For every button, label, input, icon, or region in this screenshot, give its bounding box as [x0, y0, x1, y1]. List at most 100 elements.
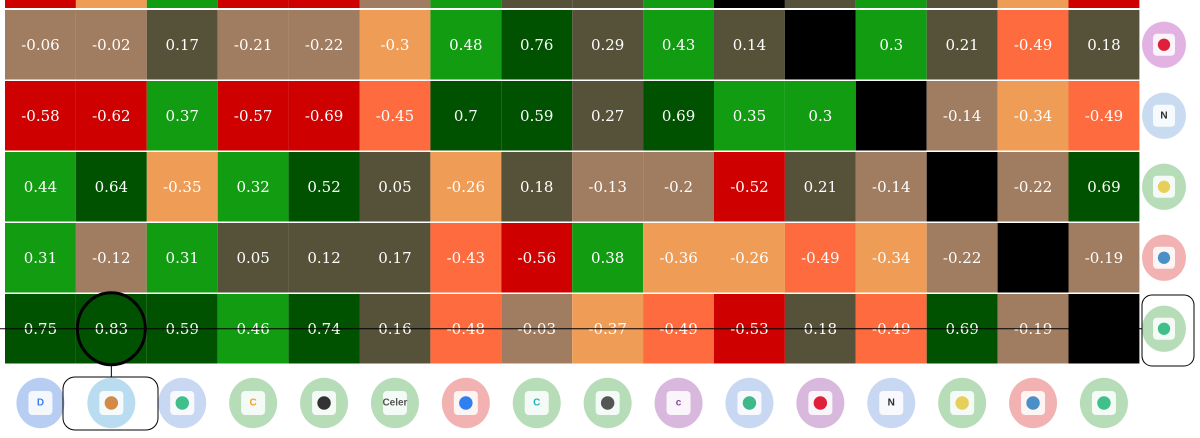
top-strip-cell: [997, 0, 1069, 8]
heatmap-cell: [146, 152, 218, 222]
cell-value-label: -0.2: [664, 178, 693, 196]
cell-value-label: -0.13: [588, 178, 626, 196]
cell-value-label: 0.69: [1087, 178, 1120, 196]
cell-value-label: 0.17: [166, 36, 199, 54]
top-strip-cell: [75, 0, 147, 8]
svg-text:N: N: [1160, 110, 1167, 121]
top-strip-cell: [643, 0, 714, 8]
cell-value-label: 0.29: [591, 36, 624, 54]
cell-value-label: -0.49: [801, 249, 839, 267]
heatmap-cell: [997, 152, 1069, 222]
heatmap-cell: [359, 81, 431, 151]
green-orb-icon: [725, 377, 774, 429]
cell-value-label: -0.14: [872, 178, 910, 196]
cell-value-label: 0.18: [520, 178, 553, 196]
highlight-row-icon-box: [1141, 294, 1195, 367]
heatmap-cell: [714, 152, 785, 222]
cell-value-label: 0.31: [166, 249, 199, 267]
heatmap-cell: [572, 10, 644, 80]
cell-value-label: -0.21: [234, 36, 272, 54]
heatmap-cell: [1068, 81, 1140, 151]
cell-value-label: -0.22: [1014, 178, 1052, 196]
heatmap-cell: [217, 152, 289, 222]
heatmap-cell: [501, 223, 573, 293]
top-strip-cell: [217, 0, 289, 8]
heatmap-cell: [643, 81, 714, 151]
heatmap-cell: [5, 10, 76, 80]
cell-value-label: 0.52: [307, 178, 340, 196]
orange-c-icon: C: [229, 377, 278, 429]
heatmap-cell: [572, 152, 644, 222]
nervos-icon: N: [1142, 92, 1186, 139]
heatmap-cell: [217, 81, 289, 151]
cell-value-label: -0.45: [376, 107, 414, 125]
cell-value-label: 0.48: [449, 36, 482, 54]
green-stripes-icon: [158, 377, 207, 429]
heatmap-cell: [430, 10, 502, 80]
heatmap-cell: [75, 81, 147, 151]
cell-value-label: -0.62: [92, 107, 130, 125]
heatmap-cell: [1068, 152, 1140, 222]
cell-value-label: 0.12: [307, 249, 340, 267]
cell-value-label: 0.69: [662, 107, 695, 125]
heatmap-cell: [643, 223, 714, 293]
heatmap-cell: [714, 81, 785, 151]
heatmap-cell: [784, 152, 856, 222]
cell-value-label: -0.56: [518, 249, 556, 267]
cell-value-label: -0.26: [447, 178, 485, 196]
heatmap-cell: [784, 223, 856, 293]
heatmap-cell: [146, 81, 218, 151]
tron-icon: [796, 377, 845, 429]
cell-value-label: -0.35: [163, 178, 201, 196]
cell-value-label: 0.31: [24, 249, 57, 267]
heatmap-cell: [288, 152, 360, 222]
heatmap-cell: [926, 81, 998, 151]
cell-value-label: -0.34: [872, 249, 910, 267]
heatmap-cell: [997, 81, 1069, 151]
cell-value-label: -0.14: [943, 107, 981, 125]
svg-text:C: C: [250, 398, 257, 409]
heatmap-cell: [855, 152, 927, 222]
nervos-icon: N: [867, 377, 916, 429]
cell-value-label: 0.32: [236, 178, 269, 196]
heatmap-cell: [1068, 223, 1140, 293]
top-strip-cell: [146, 0, 218, 8]
cell-value-label: 0.59: [520, 107, 553, 125]
top-strip-cell: [430, 0, 502, 8]
cell-value-label: -0.43: [447, 249, 485, 267]
highlight-overlay: [0, 291, 1195, 431]
cell-value-label: 0.17: [378, 249, 411, 267]
cell-value-label: 0.64: [95, 178, 128, 196]
svg-text:C: C: [533, 398, 540, 409]
heatmap-cell: [643, 10, 714, 80]
top-strip: [5, 0, 1140, 8]
cell-value-label: -0.12: [92, 249, 130, 267]
heatmap-cell: [288, 223, 360, 293]
heatmap-cell: [855, 223, 927, 293]
top-strip-cell: [5, 0, 76, 8]
heatmap-cell: [5, 81, 76, 151]
cell-value-label: -0.02: [92, 36, 130, 54]
heatmap-cell: [784, 10, 856, 80]
cell-value-label: 0.05: [378, 178, 411, 196]
svg-text:N: N: [888, 398, 895, 409]
heatmap-cell: [75, 223, 147, 293]
heatmap-cell: [855, 10, 927, 80]
blue-swap-icon: D: [16, 377, 65, 429]
heatmap-cell: [926, 223, 998, 293]
svg-text:Celer: Celer: [382, 398, 407, 409]
cell-value-label: -0.3: [380, 36, 409, 54]
heatmap-cell: [217, 223, 289, 293]
heatmap-cell: [5, 152, 76, 222]
grey-token-icon: [583, 377, 632, 429]
heatmap-cell: [501, 81, 573, 151]
cell-value-label: 0.18: [1087, 36, 1120, 54]
cell-value-label: 0.05: [236, 249, 269, 267]
heatmap-cell: [288, 10, 360, 80]
heatmap-cell: [714, 223, 785, 293]
top-strip-cell: [359, 0, 431, 8]
top-strip-cell: [288, 0, 360, 8]
heatmap-cell: [643, 152, 714, 222]
